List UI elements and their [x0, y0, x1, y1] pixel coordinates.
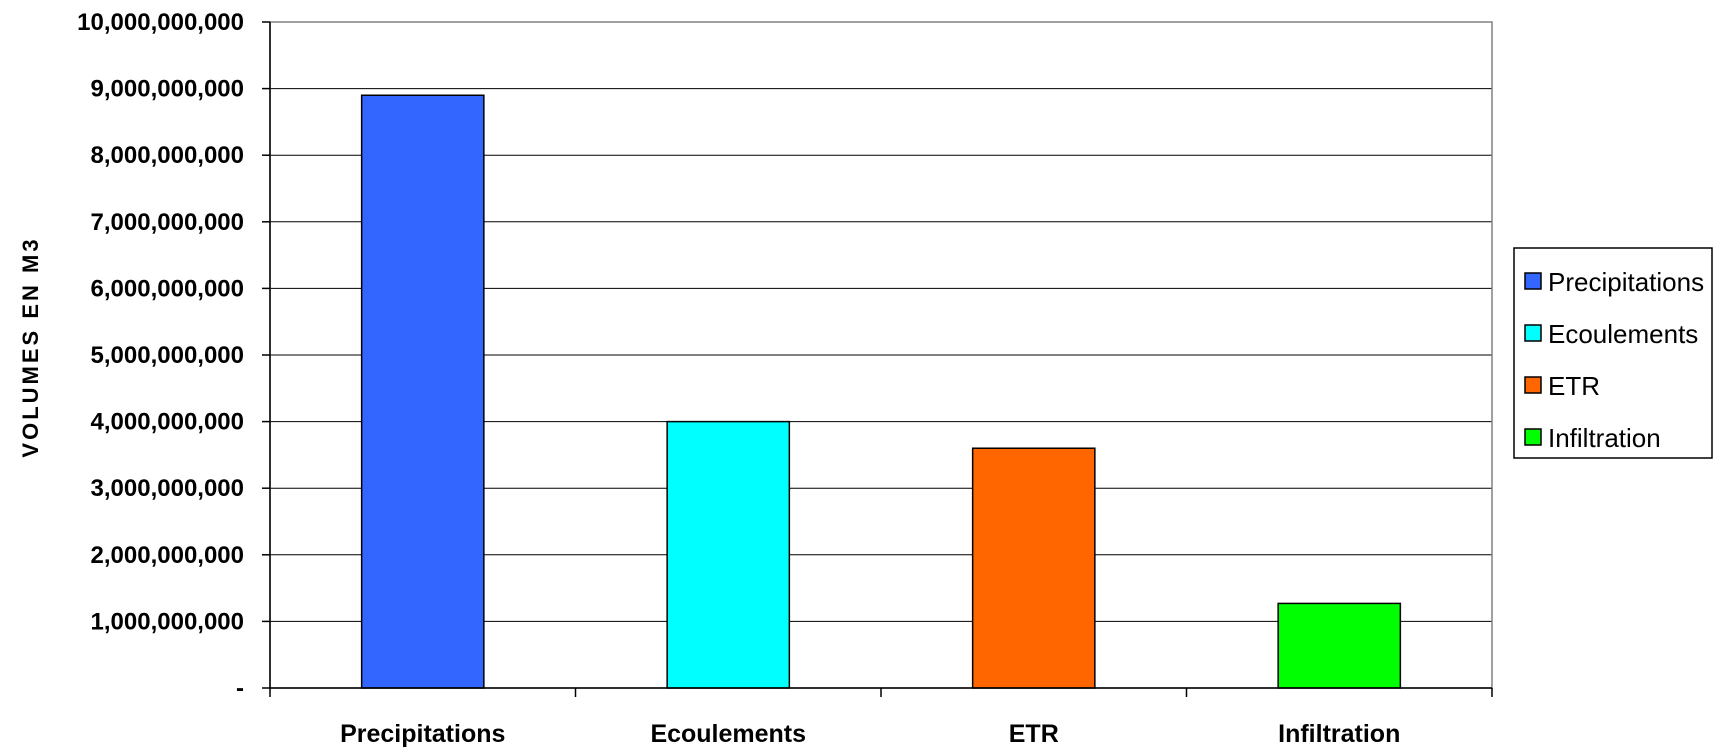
legend-swatch — [1524, 428, 1542, 446]
legend-swatch — [1524, 376, 1542, 394]
legend: Precipitations Ecoulements ETR Infiltration — [1513, 247, 1713, 459]
legend-label: Precipitations — [1548, 267, 1704, 297]
x-category-labels: Precipitations Ecoulements ETR Infiltration — [340, 720, 1400, 748]
y-tick-label: 6,000,000,000 — [91, 275, 244, 302]
y-tick-label: 7,000,000,000 — [91, 209, 244, 236]
legend-label: ETR — [1548, 371, 1600, 401]
legend-label: Infiltration — [1548, 423, 1661, 453]
x-category-label: ETR — [1009, 720, 1059, 748]
y-tick-label: 9,000,000,000 — [91, 76, 244, 103]
y-tick-label: - — [236, 675, 244, 702]
y-tick-label: 3,000,000,000 — [91, 475, 244, 502]
bar-etr — [971, 447, 1096, 689]
bar-infiltration — [1277, 602, 1402, 689]
bar-ecoulements — [666, 420, 791, 689]
legend-label: Ecoulements — [1548, 319, 1698, 349]
x-category-label: Precipitations — [340, 720, 505, 748]
y-tick-label: 4,000,000,000 — [91, 409, 244, 436]
bars — [360, 94, 1402, 689]
y-tick-label: 2,000,000,000 — [91, 542, 244, 569]
y-axis-title: VOLUMES EN M3 — [18, 236, 43, 457]
x-category-label: Infiltration — [1278, 720, 1400, 748]
legend-swatch — [1524, 324, 1542, 342]
legend-swatch — [1524, 272, 1542, 290]
y-tick-label: 10,000,000,000 — [77, 9, 244, 36]
x-category-label: Ecoulements — [650, 720, 806, 748]
bar-precipitations — [360, 94, 485, 689]
y-tick-label: 1,000,000,000 — [91, 608, 244, 635]
legend-items: Precipitations Ecoulements ETR Infiltration — [1524, 267, 1704, 453]
legend-box — [1513, 247, 1713, 459]
y-tick-label: 5,000,000,000 — [91, 342, 244, 369]
y-tick-labels: - 1,000,000,000 2,000,000,000 3,000,000,000… — [77, 9, 270, 702]
y-tick-label: 8,000,000,000 — [91, 142, 244, 169]
